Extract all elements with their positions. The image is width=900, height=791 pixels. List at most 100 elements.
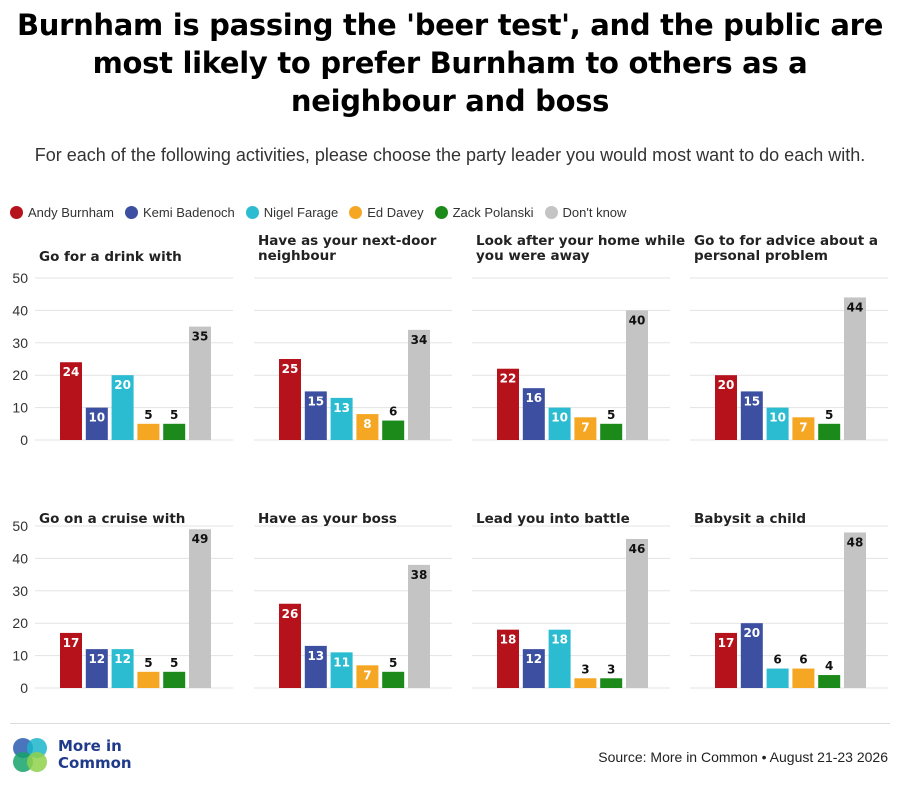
legend-label: Ed Davey — [367, 205, 424, 220]
data-label: 11 — [333, 655, 350, 669]
data-label: 10 — [88, 411, 105, 425]
brand-line-2: Common — [58, 754, 132, 772]
bar — [304, 391, 327, 440]
data-label: 46 — [629, 542, 646, 556]
data-label: 49 — [192, 532, 209, 546]
legend-label: Kemi Badenoch — [143, 205, 235, 220]
bar — [600, 678, 623, 688]
y-tick-label: 40 — [12, 302, 28, 318]
legend-label: Andy Burnham — [28, 205, 114, 220]
bar — [163, 671, 186, 688]
data-label: 16 — [525, 391, 542, 405]
y-tick-label: 40 — [12, 550, 28, 566]
bar — [279, 359, 301, 440]
data-label: 17 — [718, 636, 735, 650]
bar — [382, 420, 405, 440]
data-label: 7 — [363, 668, 371, 682]
legend-item: Andy Burnham — [10, 205, 114, 220]
chart-panel: Lead you into battle 18 12 18 3 3 46 — [472, 511, 670, 689]
panel-title: Look after your home while — [476, 233, 685, 249]
data-label: 10 — [769, 411, 786, 425]
legend-item: Ed Davey — [349, 205, 424, 220]
y-tick-label: 0 — [20, 680, 28, 696]
panel-title: Have as your boss — [258, 511, 397, 527]
bar — [574, 417, 597, 440]
data-label: 24 — [63, 365, 80, 379]
brand-line-1: More in — [58, 737, 122, 755]
data-label: 35 — [192, 330, 209, 344]
panel-title: personal problem — [694, 248, 828, 264]
panel-title: Have as your next-door — [258, 233, 437, 249]
more-in-common-logo-icon — [13, 738, 47, 772]
y-tick-label: 30 — [12, 335, 28, 351]
bar — [792, 417, 815, 440]
brand-name: More in Common — [58, 738, 148, 772]
data-label: 20 — [718, 378, 735, 392]
bar — [740, 391, 763, 440]
data-label: 10 — [551, 411, 568, 425]
bar — [163, 423, 186, 440]
bar — [766, 668, 789, 688]
bar — [330, 397, 353, 440]
panel-title: Go for a drink with — [39, 249, 182, 265]
data-label: 6 — [389, 405, 397, 419]
panel-title: neighbour — [258, 248, 336, 264]
data-label: 20 — [743, 626, 760, 640]
bar — [304, 645, 327, 688]
bar — [574, 678, 597, 688]
data-label: 22 — [500, 372, 517, 386]
data-label: 44 — [847, 300, 864, 314]
bar — [548, 629, 571, 688]
data-label: 13 — [333, 401, 350, 415]
y-tick-label: 30 — [12, 583, 28, 599]
bar — [330, 652, 353, 688]
data-label: 7 — [799, 420, 807, 434]
data-label: 5 — [170, 408, 178, 422]
y-tick-label: 20 — [12, 615, 28, 631]
bar — [766, 407, 789, 440]
bar — [497, 368, 519, 440]
footer-divider — [10, 723, 890, 724]
data-label: 6 — [799, 653, 807, 667]
chart-subtitle: For each of the following activities, pl… — [34, 145, 866, 165]
data-label: 3 — [607, 662, 615, 676]
panel-title: Lead you into battle — [476, 511, 630, 527]
bar — [626, 538, 648, 688]
bar — [715, 632, 737, 688]
data-label: 25 — [282, 362, 299, 376]
bar — [60, 632, 82, 688]
data-label: 34 — [411, 333, 428, 347]
legend-swatch — [10, 206, 23, 219]
bar — [356, 414, 379, 440]
data-label: 38 — [411, 568, 428, 582]
chart-panel: 0 10 20 30 40 50 Go on a cruise with 17 12 12 5 5 49 — [12, 511, 233, 696]
legend-swatch — [245, 206, 259, 219]
bar — [111, 649, 134, 688]
data-label: 12 — [88, 652, 105, 666]
y-tick-label: 0 — [20, 432, 28, 448]
data-label: 6 — [773, 653, 781, 667]
legend: Andy Burnham Kemi Badenoch Nigel Farage Ed … — [10, 205, 637, 220]
panel-title: you were away — [476, 248, 590, 264]
bar — [85, 407, 108, 440]
data-label: 15 — [743, 394, 760, 408]
bar — [715, 375, 737, 440]
data-label: 7 — [581, 420, 589, 434]
data-label: 5 — [607, 408, 615, 422]
bar — [548, 407, 571, 440]
legend-item: Don't know — [544, 205, 626, 220]
chart-panel: Have as your boss 26 13 11 7 5 38 — [254, 511, 452, 689]
bar — [792, 668, 815, 688]
data-label: 18 — [500, 633, 517, 647]
data-label: 3 — [581, 662, 589, 676]
bar — [85, 649, 108, 688]
data-label: 15 — [307, 394, 324, 408]
data-label: 12 — [114, 652, 131, 666]
bar — [189, 326, 211, 440]
data-label: 12 — [525, 652, 542, 666]
data-label: 4 — [825, 659, 833, 673]
legend-item: Kemi Badenoch — [125, 205, 235, 220]
